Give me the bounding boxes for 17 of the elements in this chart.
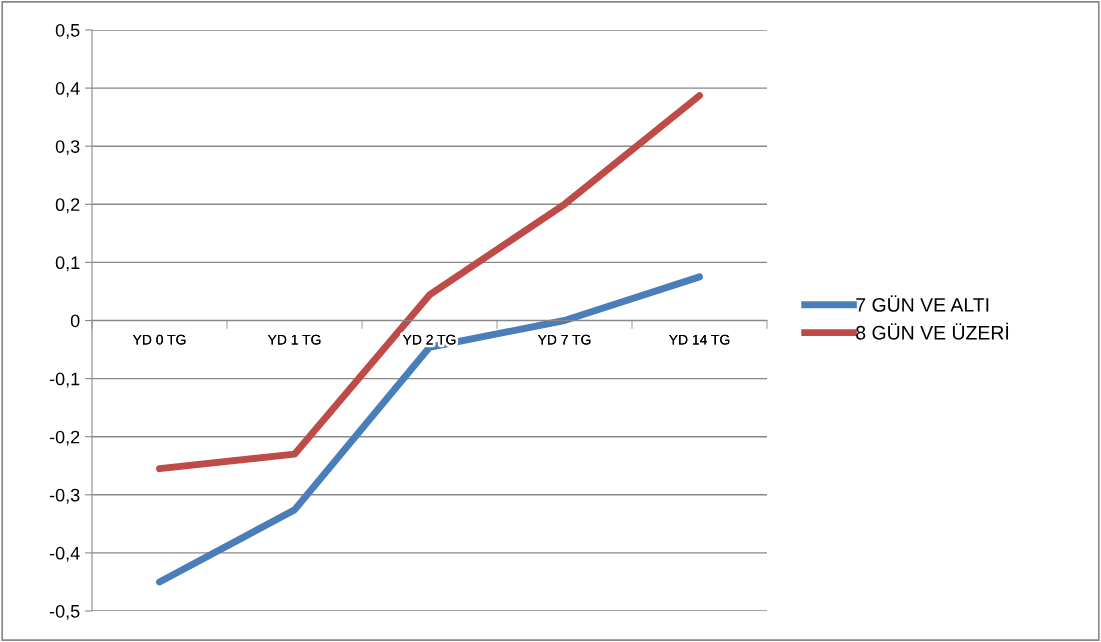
y-tick-label: -0,3 <box>49 488 80 504</box>
y-tick-label: 0,2 <box>55 198 80 214</box>
y-tick-label: 0,5 <box>55 23 80 39</box>
y-tick-label: 0 <box>70 314 80 328</box>
x-tick-label: YD 14 TG <box>669 334 730 345</box>
y-tick-label: 0,4 <box>55 82 80 97</box>
y-tick-label: -0,5 <box>49 604 80 620</box>
y-tick-label: -0,4 <box>49 546 80 562</box>
x-tick-label: YD 0 TG <box>132 334 186 345</box>
y-tick-label: 0,3 <box>55 140 80 156</box>
legend-label: 7 GÜN VE ALTI <box>856 295 989 312</box>
x-tick-label: YD 7 TG <box>537 334 591 345</box>
legend-label: 8 GÜN VE ÜZERİ <box>856 322 1009 340</box>
x-tick-label: YD 1 TG <box>267 334 321 345</box>
y-tick-label: -0,1 <box>49 372 80 388</box>
y-tick-label: -0,2 <box>49 430 80 446</box>
y-tick-label: 0,1 <box>55 256 80 272</box>
